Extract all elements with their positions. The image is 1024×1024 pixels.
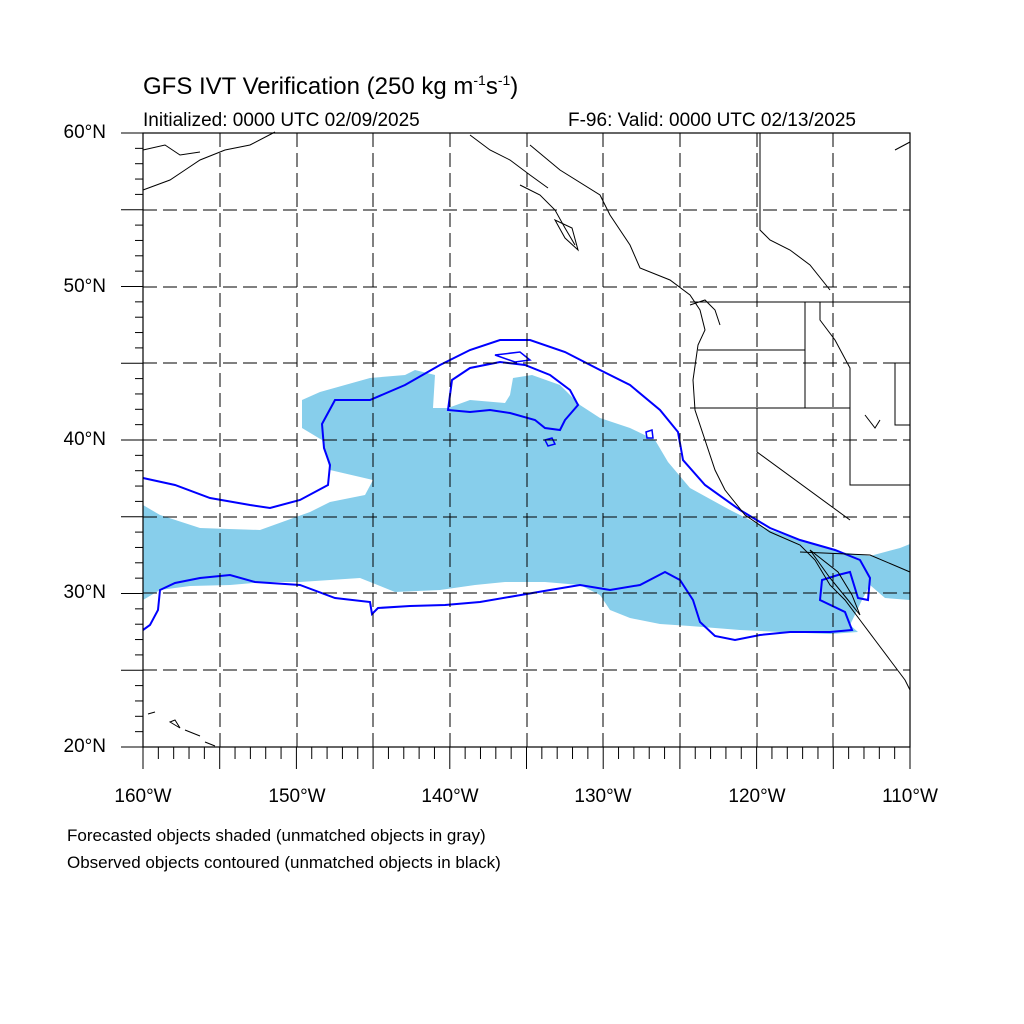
lon-label-130w: 130°W [574,786,632,807]
observed-object-inner-contour [446,360,580,432]
lon-label-110w: 110°W [882,786,938,807]
axis-ticks [121,132,911,769]
legend-note-observed: Observed objects contoured (unmatched ob… [67,853,501,872]
political-boundaries [690,133,911,573]
legend-note-forecast: Forecasted objects shaded (unmatched obj… [67,826,486,845]
lat-label-20: 20°N [63,736,106,757]
observed-small-contour-3 [645,428,654,439]
lon-label-120w: 120°W [728,786,786,807]
lat-label-50: 50°N [63,276,106,297]
lon-label-150w: 150°W [268,786,326,807]
valid-time: F-96: Valid: 0000 UTC 02/13/2025 [568,110,856,131]
observed-small-contour-2 [543,437,557,447]
lon-label-160w: 160°W [114,786,172,807]
map-title: GFS IVT Verification (250 kg m-1s-1) [143,72,519,100]
lon-label-140w: 140°W [421,786,479,807]
observed-small-contour [494,351,532,363]
lat-label-30: 30°N [63,582,106,603]
lat-label-40: 40°N [63,429,106,450]
lat-label-60: 60°N [63,122,106,143]
initialized-time: Initialized: 0000 UTC 02/09/2025 [143,110,420,131]
lat-lon-grid [143,133,910,747]
